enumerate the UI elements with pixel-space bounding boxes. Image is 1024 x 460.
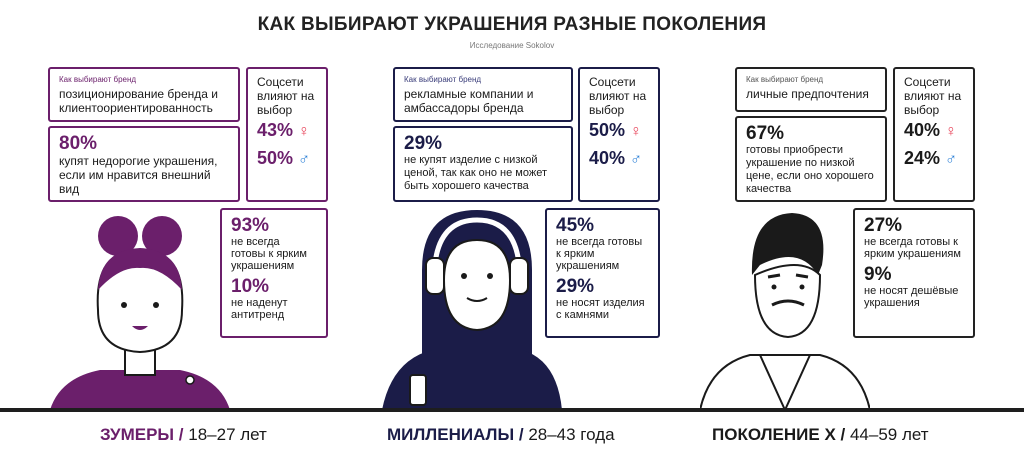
generation-ages: 18–27 лет (188, 425, 267, 444)
baseline-divider (0, 408, 1024, 412)
zoomers-main-box: 80% купят недорогие украшения, если им н… (48, 126, 240, 202)
page-title: КАК ВЫБИРАЮТ УКРАШЕНИЯ РАЗНЫЕ ПОКОЛЕНИЯ (257, 14, 767, 35)
genx-brand-box: Как выбирают бренд личные предпочтения (735, 67, 887, 112)
main-text: не купят изделие с низкой ценой, так как… (404, 154, 548, 192)
female-sign-icon: ♀ (298, 123, 311, 140)
brand-text: личные предпочтения (746, 87, 869, 101)
generation-name: ПОКОЛЕНИЕ Х / (712, 425, 846, 444)
zoomers-stats-box: 93% не всегда готовы к ярким украшениям … (220, 208, 328, 338)
genx-main-box: 67% готовы приобрести украшение по низко… (735, 116, 887, 202)
social-male: 50% ♂ (257, 148, 311, 168)
stat1-pct: 93% (231, 215, 270, 236)
social-male: 40% ♂ (589, 148, 643, 168)
main-pct: 80% (59, 133, 98, 154)
stat2-text: не носят дешёвые украшения (864, 285, 959, 309)
social-label: Соцсети влияют на выбор (257, 75, 315, 117)
social-male: 24% ♂ (904, 148, 958, 168)
social-label: Соцсети влияют на выбор (589, 75, 647, 117)
social-female: 40% ♀ (904, 120, 958, 140)
stat2-text: не наденут антитренд (231, 297, 288, 321)
millennials-main-box: 29% не купят изделие с низкой ценой, так… (393, 126, 573, 202)
zoomers-brand-box: Как выбирают бренд позиционирование брен… (48, 67, 240, 122)
zoomer-illustration (50, 216, 230, 410)
millennial-illustration (382, 210, 562, 410)
stat2-pct: 9% (864, 264, 892, 285)
stat1-text: не всегда готовы к ярким украшениям (231, 236, 307, 272)
stat1-pct: 45% (556, 215, 595, 236)
millennials-stats-box: 45% не всегда готовы к ярким украшениям … (545, 208, 660, 338)
stat2-text: не носят изделия с камнями (556, 297, 645, 321)
main-pct: 67% (746, 123, 785, 144)
brand-text: позиционирование бренда и клиентоориенти… (59, 87, 218, 115)
social-female: 50% ♀ (589, 120, 643, 140)
stat1-text: не всегда готовы к ярким украшениям (556, 236, 643, 272)
female-sign-icon: ♀ (630, 123, 643, 140)
social-female: 43% ♀ (257, 120, 311, 140)
millennials-brand-box: Как выбирают бренд рекламные компании и … (393, 67, 573, 122)
zoomers-social-box: Соцсети влияют на выбор 43% ♀ 50% ♂ (246, 67, 328, 202)
stat2-pct: 29% (556, 276, 595, 297)
brand-label: Как выбирают бренд (746, 75, 824, 84)
generation-name: ЗУМЕРЫ / (100, 425, 184, 444)
main-pct: 29% (404, 133, 443, 154)
brand-label: Как выбирают бренд (404, 75, 482, 84)
millennials-label: МИЛЛЕНИАЛЫ / 28–43 года (387, 425, 615, 445)
generation-name: МИЛЛЕНИАЛЫ / (387, 425, 524, 444)
page-subtitle: Исследование Sokolov (469, 41, 555, 50)
male-sign-icon: ♂ (298, 151, 311, 168)
social-label: Соцсети влияют на выбор (904, 75, 962, 117)
zoomers-label: ЗУМЕРЫ / 18–27 лет (100, 425, 267, 445)
female-sign-icon: ♀ (945, 123, 958, 140)
main-text: купят недорогие украшения, если им нрави… (59, 154, 218, 196)
stat1-pct: 27% (864, 215, 903, 236)
male-sign-icon: ♂ (945, 151, 958, 168)
genx-social-box: Соцсети влияют на выбор 40% ♀ 24% ♂ (893, 67, 975, 202)
main-text: готовы приобрести украшение по низкой це… (746, 144, 874, 195)
brand-label: Как выбирают бренд (59, 75, 137, 84)
generation-ages: 28–43 года (528, 425, 615, 444)
genx-label: ПОКОЛЕНИЕ Х / 44–59 лет (712, 425, 929, 445)
millennials-social-box: Соцсети влияют на выбор 50% ♀ 40% ♂ (578, 67, 660, 202)
stat1-text: не всегда готовы к ярким украшениям (864, 236, 961, 260)
generation-ages: 44–59 лет (849, 425, 929, 444)
male-sign-icon: ♂ (630, 151, 643, 168)
genx-stats-box: 27% не всегда готовы к ярким украшениям … (853, 208, 975, 338)
genx-illustration (700, 213, 870, 410)
brand-text: рекламные компании и амбассадоры бренда (404, 87, 534, 115)
stat2-pct: 10% (231, 276, 270, 297)
